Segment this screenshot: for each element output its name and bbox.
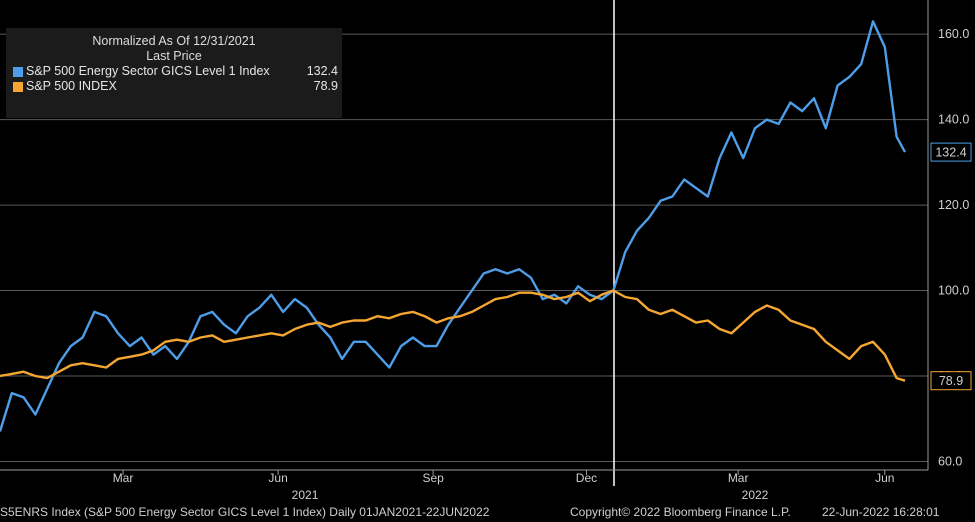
legend: Normalized As Of 12/31/2021 Last Price S… [6, 28, 342, 118]
y-tick-label: 140.0 [938, 113, 969, 127]
legend-title: Normalized As Of 12/31/2021 [92, 34, 256, 48]
x-tick-label: Jun [268, 471, 287, 485]
legend-subtitle: Last Price [146, 49, 202, 63]
x-axis-ticks: Mar Jun Sep Dec Mar Jun [113, 470, 894, 485]
legend-entry-spx: S&P 500 INDEX 78.9 [6, 79, 342, 94]
legend-entry-energy: S&P 500 Energy Sector GICS Level 1 Index… [6, 64, 342, 79]
legend-swatch-energy [13, 67, 23, 77]
last-value-label-spx: 78.9 [939, 374, 963, 388]
footer: S5ENRS Index (S&P 500 Energy Sector GICS… [0, 503, 975, 522]
x-tick-label: Jun [875, 471, 894, 485]
footer-timestamp: 22-Jun-2022 16:28:01 [822, 505, 940, 519]
legend-label-energy: S&P 500 Energy Sector GICS Level 1 Index [26, 64, 270, 78]
last-value-labels: 132.4 78.9 [930, 142, 972, 391]
x-tick-label: Mar [728, 471, 749, 485]
legend-value-spx: 78.9 [313, 79, 338, 93]
x-tick-label: Dec [576, 471, 597, 485]
year-labels: 2021 2022 [292, 488, 769, 502]
x-tick-label: Sep [422, 471, 444, 485]
year-label: 2021 [292, 488, 319, 502]
legend-label-spx: S&P 500 INDEX [26, 79, 117, 93]
x-tick-label: Mar [113, 471, 134, 485]
y-tick-label: 100.0 [938, 284, 969, 298]
y-tick-label: 160.0 [938, 27, 969, 41]
last-value-box-spx [930, 371, 972, 391]
last-value-label-energy: 132.4 [935, 146, 966, 160]
last-value-box-energy [930, 142, 972, 162]
footer-index-info: S5ENRS Index (S&P 500 Energy Sector GICS… [0, 505, 490, 519]
series-line-spx [0, 289, 906, 382]
y-tick-label: 60.0 [938, 454, 962, 468]
legend-value-energy: 132.4 [306, 64, 338, 78]
year-label: 2022 [742, 488, 769, 502]
footer-copyright: Copyright© 2022 Bloomberg Finance L.P. [570, 505, 791, 519]
y-tick-label: 120.0 [938, 198, 969, 212]
legend-swatch-spx [13, 82, 23, 92]
